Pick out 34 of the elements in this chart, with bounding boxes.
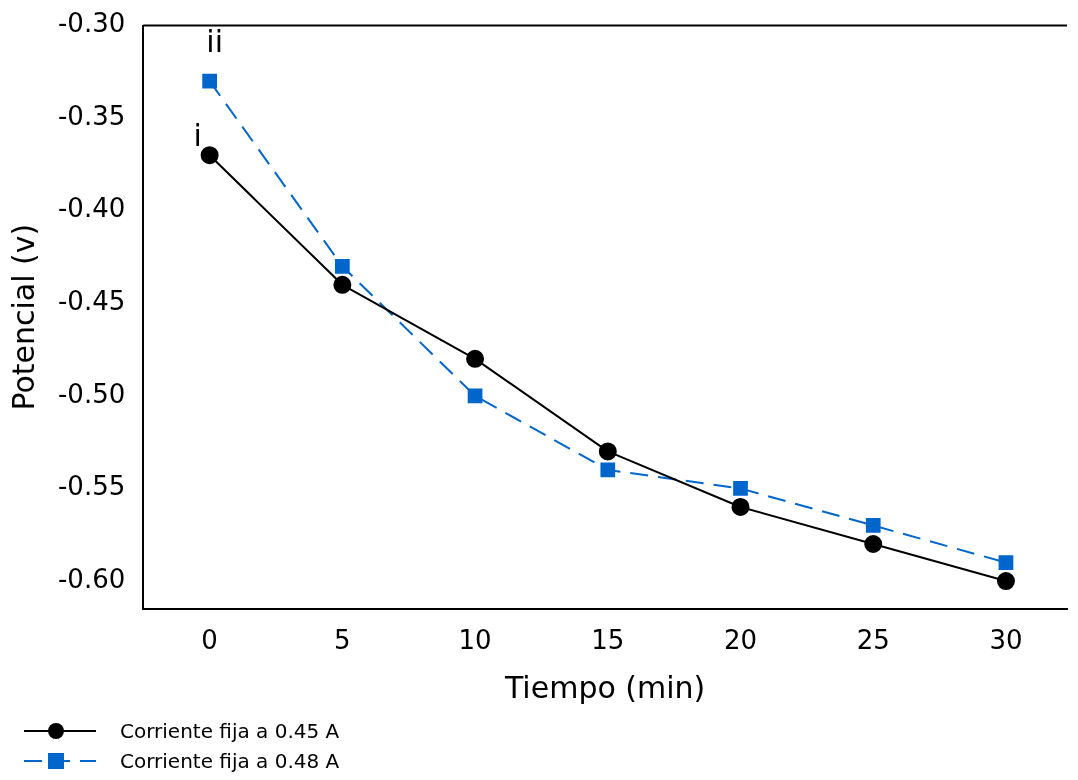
x-tick-label: 15: [591, 625, 625, 656]
legend-label: Corriente fija a 0.45 A: [120, 719, 340, 743]
y-axis-title: Potencial (v): [5, 223, 41, 411]
annotation: i: [193, 118, 202, 153]
point: [598, 442, 617, 461]
point: [864, 535, 883, 553]
point: [333, 275, 352, 294]
x-axis-title: Tiempo (min): [503, 669, 706, 705]
x-tick-label: 25: [856, 625, 890, 656]
y-tick-label: -0.50: [57, 378, 126, 409]
point: [733, 481, 748, 496]
x-tick-label: 30: [989, 625, 1023, 656]
y-tick-label: -0.35: [57, 100, 126, 131]
x-tick-label: 5: [334, 625, 351, 656]
point: [996, 572, 1015, 591]
x-tick-label: 10: [458, 625, 492, 656]
point: [998, 555, 1014, 570]
x-tick-label: 0: [201, 625, 218, 656]
y-tick-label: -0.30: [57, 8, 126, 39]
point: [200, 146, 219, 165]
annotation: ii: [206, 23, 223, 59]
point: [202, 73, 217, 89]
point: [600, 462, 616, 478]
x-tick-label: 20: [723, 625, 758, 656]
point: [467, 388, 483, 404]
y-tick-label: -0.40: [57, 193, 126, 224]
point: [865, 518, 881, 533]
point: [731, 497, 750, 516]
legend-label: Corriente fija a 0.48 A: [120, 749, 340, 773]
point: [334, 258, 350, 274]
y-tick-label: -0.45: [57, 286, 126, 317]
point: [466, 349, 485, 368]
y-tick-label: -0.55: [57, 471, 126, 502]
y-tick-label: -0.60: [57, 563, 126, 594]
